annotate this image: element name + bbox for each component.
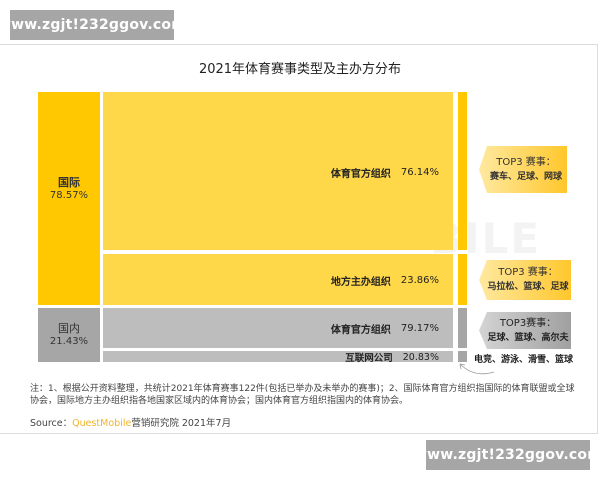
source-brand: QuestMobile: [72, 418, 132, 429]
callout-dom-official: TOP3赛事： 足球、篮球、高尔夫: [479, 312, 571, 349]
callout-intl-local: TOP3 赛事： 马拉松、篮球、足球: [479, 260, 571, 300]
bar-intl-local: 地方主办组织 23.86%: [103, 254, 453, 305]
callout-dom-internet-text: 电竞、游泳、滑雪、篮球: [474, 355, 574, 365]
callout-dom-official-items: 足球、篮球、高尔夫: [487, 332, 569, 343]
label-dom-official: 体育官方组织 79.17%: [331, 321, 453, 336]
chart-title: 2021年体育赛事类型及主办方分布: [198, 62, 402, 77]
source-suffix: 营销研究院 2021年7月: [131, 418, 232, 429]
watermark-bottom: www.zgjt!232ɡgov.com: [414, 440, 600, 470]
thin-bar-intl-official: [458, 92, 467, 250]
callout-intl-official: TOP3 赛事： 赛车、足球、网球: [479, 146, 567, 193]
label-dom-internet: 互联网公司 20.83%: [345, 350, 453, 365]
label-intl-local: 地方主办组织 23.86%: [331, 273, 453, 288]
label-domestic-pct: 21.43%: [49, 336, 89, 347]
label-intl-official: 体育官方组织 76.14%: [331, 165, 453, 180]
label-dom-internet-name: 互联网公司: [345, 353, 393, 364]
bar-intl-official: 体育官方组织 76.14%: [103, 92, 453, 250]
chart-notes: 注：1、根据公开资料整理，共统计2021年体育赛事122件(包括已举办及未举办的…: [30, 384, 575, 406]
bar-dom-official: 体育官方组织 79.17%: [103, 308, 453, 348]
label-dom-official-pct: 79.17%: [400, 323, 439, 334]
curved-arrow-icon: [459, 363, 495, 375]
label-international: 国际 78.57%: [38, 176, 100, 202]
label-intl-local-name: 地方主办组织: [330, 277, 391, 288]
callout-intl-local-head: TOP3 赛事：: [498, 267, 558, 278]
bar-international: [38, 92, 100, 305]
callout-intl-official-items: 赛车、足球、网球: [489, 171, 562, 182]
label-domestic: 国内 21.43%: [38, 322, 100, 348]
callout-intl-local-items: 马拉松、篮球、足球: [487, 282, 569, 292]
watermark-top: www.zgjt!232ɡgov.com: [0, 10, 186, 40]
label-intl-local-pct: 23.86%: [400, 275, 439, 286]
label-domestic-name: 国内: [58, 322, 80, 335]
thin-bar-dom-internet: [458, 351, 467, 362]
label-intl-official-pct: 76.14%: [400, 167, 439, 178]
bar-dom-internet: 互联网公司 20.83%: [103, 350, 453, 365]
callout-dom-official-head: TOP3赛事：: [499, 317, 557, 329]
label-dom-internet-pct: 20.83%: [402, 351, 439, 363]
callout-intl-official-head: TOP3 赛事：: [496, 156, 556, 168]
source-prefix: Source：: [30, 418, 73, 429]
label-dom-official-name: 体育官方组织: [330, 325, 391, 336]
label-international-pct: 78.57%: [49, 190, 89, 201]
thin-bar-dom-official: [458, 308, 467, 348]
chart-source: Source：QuestMobile营销研究院 2021年7月: [30, 415, 231, 429]
thin-bar-intl-local: [458, 254, 467, 305]
label-international-name: 国际: [58, 176, 80, 189]
label-intl-official-name: 体育官方组织: [330, 169, 391, 180]
bar-domestic: [38, 308, 100, 362]
